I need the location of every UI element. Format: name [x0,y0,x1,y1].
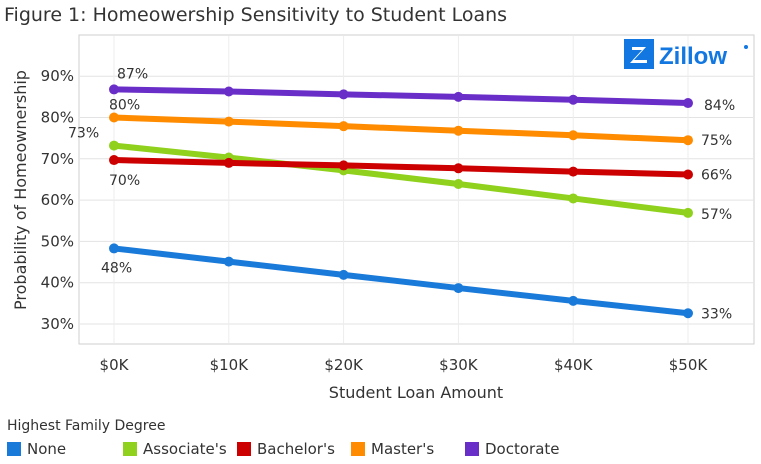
legend-item[interactable]: Master's [351,439,434,459]
data-labels: 48% 33% 73% 57% 70% 66% 80% 75% 87% 84% [68,66,735,322]
y-tick-label: 30% [41,315,74,333]
data-point [223,86,234,97]
data-point [338,89,349,100]
plot-area [78,34,755,345]
data-point [568,295,579,306]
y-tick-label: 60% [41,191,74,209]
series-line [111,142,691,216]
x-tick-label: $30K [439,356,479,374]
data-point [338,121,349,132]
legend-item[interactable]: Doctorate [465,439,560,459]
data-point [683,169,693,180]
data-point [453,91,464,102]
data-point [109,140,119,151]
data-point [568,130,579,141]
data-label-start: 87% [117,66,148,82]
legend-label: Bachelor's [257,440,335,458]
data-point [223,116,234,127]
zillow-z-logo-icon [624,39,654,69]
legend-label: Associate's [143,440,227,458]
x-axis-title: Student Loan Amount [329,383,503,402]
legend-label: Master's [371,440,435,458]
x-tick-label: $40K [554,356,594,374]
legend-swatch [237,442,251,456]
y-tick-label: 40% [41,274,74,292]
legend-swatch [123,442,137,456]
chart-title: Figure 1: Homeowership Sensitivity to St… [4,4,508,26]
data-point [109,112,119,123]
data-point [683,98,693,109]
legend-swatch [465,442,479,456]
data-point [453,125,464,136]
data-point [683,135,693,146]
x-tick-label: $0K [100,356,130,374]
legend-item[interactable]: None [7,439,66,459]
legend-label: None [27,440,67,458]
x-tick-label: $10K [210,356,250,374]
series-line [111,245,691,317]
series-doctorate [109,84,693,109]
y-axis-title: Probability of Homeownership [11,70,30,310]
data-point [109,243,119,254]
data-label-start: 70% [109,173,140,189]
data-point [683,207,693,218]
zillow-logo: Zillow [624,39,748,70]
legend-swatch [351,442,365,456]
data-point [568,94,579,105]
x-tick-label: $50K [669,356,709,374]
legend-swatch [7,442,21,456]
x-tick-label: $20K [324,356,364,374]
data-point [683,308,693,319]
legend: None Associate's Bachelor's Master's Doctora… [7,439,757,459]
x-axis-ticks: $0K $10K $20K $30K $40K $50K [100,356,709,374]
series-none [109,243,693,319]
data-point [338,160,349,171]
series-line [111,86,691,107]
y-tick-label: 50% [41,232,74,250]
data-label-end: 84% [704,98,735,114]
data-point [223,256,234,267]
data-label-start: 73% [68,126,99,142]
data-label-start: 48% [101,260,132,276]
data-point [223,157,234,168]
legend-title: Highest Family Degree [7,418,166,434]
data-point [453,178,464,189]
data-point [453,163,464,174]
series-line [111,114,691,144]
line-chart: 30% 40% 50% 60% 70% 80% 90% $0K $10K $20K $30K $40… [11,34,755,402]
data-point [109,84,119,95]
series-line [111,157,691,178]
y-tick-label: 80% [41,109,74,127]
legend-item[interactable]: Associate's [123,439,227,459]
zillow-logo-text: Zillow [659,43,727,70]
data-label-start: 80% [109,98,140,114]
data-label-end: 57% [701,207,732,223]
data-point [109,155,119,166]
series-bachelor-s [109,155,693,180]
legend-item[interactable]: Bachelor's [237,439,335,459]
y-tick-label: 70% [41,150,74,168]
y-tick-label: 90% [41,67,74,85]
data-label-end: 66% [701,167,732,183]
series-lines [109,84,693,319]
data-point [453,283,464,294]
y-axis-ticks: 30% 40% 50% 60% 70% 80% 90% [41,67,74,333]
legend-label: Doctorate [485,440,560,458]
series-master-s [109,112,693,146]
data-point [568,166,579,177]
data-label-end: 33% [701,306,732,322]
data-point [338,269,349,280]
data-label-end: 75% [701,133,732,149]
data-point [568,193,579,204]
